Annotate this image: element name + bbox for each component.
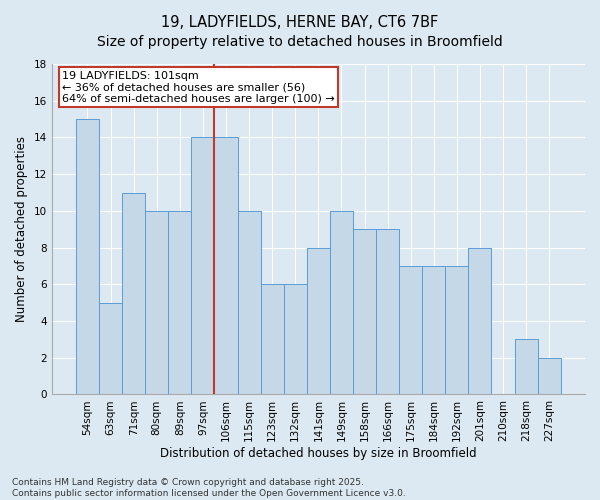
Bar bbox=[515, 340, 538, 394]
Bar bbox=[238, 211, 260, 394]
Bar bbox=[76, 119, 99, 394]
Bar bbox=[330, 211, 353, 394]
Text: Contains HM Land Registry data © Crown copyright and database right 2025.
Contai: Contains HM Land Registry data © Crown c… bbox=[12, 478, 406, 498]
Text: Size of property relative to detached houses in Broomfield: Size of property relative to detached ho… bbox=[97, 35, 503, 49]
Bar bbox=[422, 266, 445, 394]
Y-axis label: Number of detached properties: Number of detached properties bbox=[15, 136, 28, 322]
Bar bbox=[469, 248, 491, 394]
Bar bbox=[284, 284, 307, 395]
Bar bbox=[445, 266, 469, 394]
Bar bbox=[145, 211, 168, 394]
X-axis label: Distribution of detached houses by size in Broomfield: Distribution of detached houses by size … bbox=[160, 447, 476, 460]
Text: 19, LADYFIELDS, HERNE BAY, CT6 7BF: 19, LADYFIELDS, HERNE BAY, CT6 7BF bbox=[161, 15, 439, 30]
Bar bbox=[353, 229, 376, 394]
Bar bbox=[214, 138, 238, 394]
Bar bbox=[307, 248, 330, 394]
Bar bbox=[99, 302, 122, 394]
Bar bbox=[168, 211, 191, 394]
Bar bbox=[538, 358, 561, 395]
Text: 19 LADYFIELDS: 101sqm
← 36% of detached houses are smaller (56)
64% of semi-deta: 19 LADYFIELDS: 101sqm ← 36% of detached … bbox=[62, 70, 335, 104]
Bar bbox=[260, 284, 284, 395]
Bar bbox=[376, 229, 399, 394]
Bar bbox=[399, 266, 422, 394]
Bar bbox=[122, 192, 145, 394]
Bar bbox=[191, 138, 214, 394]
